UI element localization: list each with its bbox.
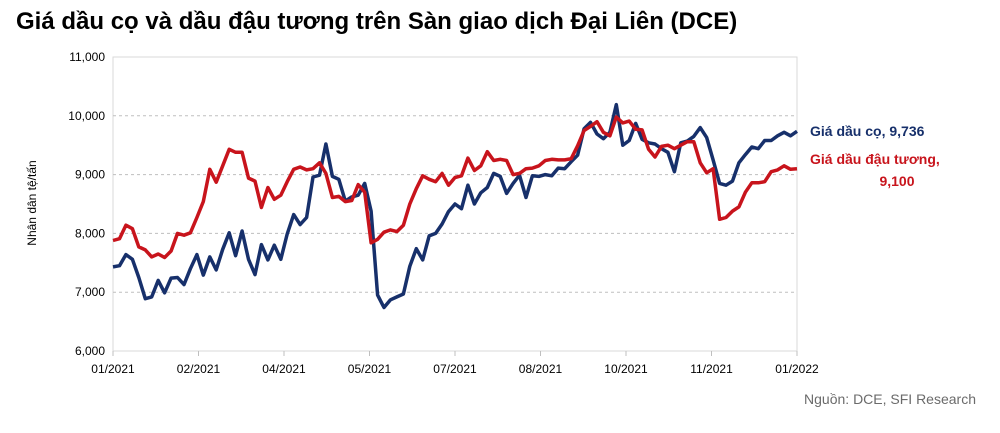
y-axis-label: Nhân dân tệ/tấn <box>25 160 39 245</box>
y-tick-label: 9,000 <box>75 168 105 182</box>
y-tick-label: 10,000 <box>68 109 105 123</box>
series-line-soybean-oil <box>112 115 798 260</box>
x-axis-ticks: 01/2021 02/2021 04/2021 05/2021 07/2021 08/20… <box>91 351 819 376</box>
x-tick-label: 11/2021 <box>690 362 733 376</box>
y-tick-label: 8,000 <box>75 226 105 240</box>
y-tick-label: 7,000 <box>75 285 105 299</box>
legend-label-soybean-oil: Giá dầu đậu tương, <box>810 151 940 167</box>
source-note: Nguồn: DCE, SFI Research <box>804 391 976 407</box>
legend-label-soybean-oil-value: 9,100 <box>879 173 914 189</box>
series-line-palm-oil <box>112 102 798 310</box>
legend-label-palm-oil: Giá dầu cọ, 9,736 <box>810 123 925 139</box>
x-tick-label: 01/2022 <box>775 362 819 376</box>
gridlines <box>113 115 797 293</box>
x-tick-label: 02/2021 <box>177 362 221 376</box>
y-tick-label: 11,000 <box>69 50 105 64</box>
x-tick-label: 07/2021 <box>433 362 477 376</box>
y-axis-ticks: 6,000 7,000 8,000 9,000 10,000 11,000 <box>68 50 105 358</box>
x-tick-label: 01/2021 <box>91 362 135 376</box>
x-tick-label: 05/2021 <box>348 362 392 376</box>
y-tick-label: 6,000 <box>75 344 105 358</box>
x-tick-label: 04/2021 <box>262 362 306 376</box>
x-tick-label: 10/2021 <box>604 362 648 376</box>
chart-title: Giá dầu cọ và dầu đậu tương trên Sàn gia… <box>16 8 738 35</box>
x-tick-label: 08/2021 <box>519 362 563 376</box>
